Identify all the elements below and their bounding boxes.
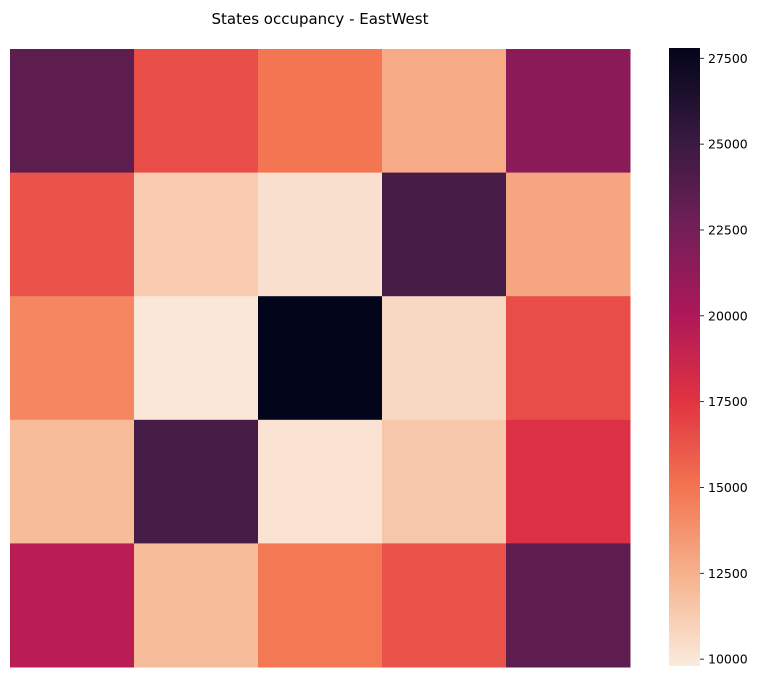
heatmap-cell-r0-c0: [10, 49, 135, 174]
chart-title: States occupancy - EastWest: [211, 10, 428, 28]
colorbar-gradient: [669, 48, 700, 666]
colorbar-tick-label: 17500: [708, 394, 748, 409]
heatmap-cells: [10, 49, 631, 668]
heatmap-cell-r3-c0: [10, 419, 135, 544]
heatmap-cell-r4-c4: [506, 543, 631, 668]
heatmap-cell-r3-c4: [506, 419, 631, 544]
colorbar-tick-label: 12500: [708, 566, 748, 581]
heatmap-cell-r0-c2: [258, 49, 383, 174]
heatmap-cell-r1-c4: [506, 172, 631, 297]
heatmap-cell-r3-c2: [258, 419, 383, 544]
heatmap-cell-r3-c1: [134, 419, 259, 544]
heatmap-cell-r1-c2: [258, 172, 383, 297]
heatmap-cell-r4-c3: [382, 543, 507, 668]
heatmap-cell-r0-c4: [506, 49, 631, 174]
heatmap-cell-r2-c4: [506, 296, 631, 421]
colorbar-tick-label: 10000: [708, 652, 748, 667]
heatmap-cell-r1-c1: [134, 172, 259, 297]
heatmap-cell-r0-c1: [134, 49, 259, 174]
heatmap-cell-r2-c2: [258, 296, 383, 421]
heatmap-cell-r4-c2: [258, 543, 383, 668]
heatmap-cell-r4-c0: [10, 543, 135, 668]
heatmap-cell-r1-c0: [10, 172, 135, 297]
heatmap-cell-r1-c3: [382, 172, 507, 297]
heatmap-cell-r2-c0: [10, 296, 135, 421]
heatmap-cell-r3-c3: [382, 419, 507, 544]
colorbar-tick-label: 25000: [708, 137, 748, 152]
heatmap-cell-r0-c3: [382, 49, 507, 174]
colorbar-tick-label: 22500: [708, 222, 748, 237]
heatmap-cell-r2-c1: [134, 296, 259, 421]
heatmap-cell-r2-c3: [382, 296, 507, 421]
heatmap-cell-r4-c1: [134, 543, 259, 668]
colorbar-tick-label: 27500: [708, 51, 748, 66]
colorbar-tick-label: 20000: [708, 308, 748, 323]
colorbar-tick-label: 15000: [708, 480, 748, 495]
colorbar: 10000 12500 15000 17500 20000 22500 25000 27500: [669, 48, 748, 667]
